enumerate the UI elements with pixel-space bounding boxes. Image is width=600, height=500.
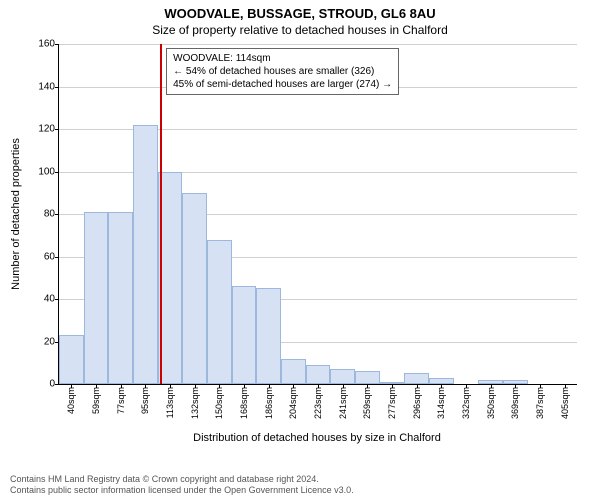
footer-attribution: Contains HM Land Registry data © Crown c… <box>10 474 354 496</box>
x-tick-label: 241sqm <box>338 387 348 419</box>
histogram-bar <box>256 288 281 384</box>
x-tick-label: 223sqm <box>313 387 323 419</box>
chart-title-sub: Size of property relative to detached ho… <box>0 21 600 37</box>
histogram-bar <box>281 359 306 385</box>
footer-line-2: Contains public sector information licen… <box>10 485 354 496</box>
x-tick-label: 204sqm <box>288 387 298 419</box>
histogram-bar <box>84 212 109 384</box>
y-tick-label: 40 <box>44 294 55 305</box>
y-tick-label: 20 <box>44 336 55 347</box>
x-tick-label: 113sqm <box>165 387 175 418</box>
plot-area: 02040608010012014016040sqm59sqm77sqm95sq… <box>58 44 577 385</box>
histogram-bar <box>108 212 133 384</box>
x-axis-label: Distribution of detached houses by size … <box>58 432 576 444</box>
y-axis-label: Number of detached properties <box>10 44 22 384</box>
x-tick-label: 40sqm <box>66 387 76 414</box>
x-tick-label: 369sqm <box>510 387 520 419</box>
x-tick-label: 77sqm <box>116 387 126 414</box>
x-tick-label: 296sqm <box>412 387 422 419</box>
histogram-bar <box>133 125 158 384</box>
x-tick-label: 405sqm <box>560 387 570 419</box>
histogram-bar <box>59 335 84 384</box>
histogram-bar <box>404 373 429 384</box>
y-tick-label: 60 <box>44 251 55 262</box>
y-tick-label: 160 <box>38 39 55 50</box>
y-tick-label: 140 <box>38 81 55 92</box>
x-tick-label: 95sqm <box>140 387 150 414</box>
annotation-line-3: 45% of semi-detached houses are larger (… <box>173 78 392 91</box>
x-tick-label: 259sqm <box>362 387 372 419</box>
annotation-line-2: ← 54% of detached houses are smaller (32… <box>173 65 392 78</box>
x-tick-label: 332sqm <box>461 387 471 419</box>
x-tick-label: 387sqm <box>535 387 545 419</box>
y-tick-label: 100 <box>38 166 55 177</box>
gridline <box>59 44 577 45</box>
histogram-bar <box>330 369 355 384</box>
histogram-bar <box>207 240 232 385</box>
y-tick-label: 80 <box>44 209 55 220</box>
histogram-bar <box>182 193 207 384</box>
histogram-bar <box>355 371 380 384</box>
x-tick-label: 314sqm <box>436 387 446 419</box>
y-tick-label: 120 <box>38 124 55 135</box>
reference-line <box>160 44 162 384</box>
histogram-bar <box>232 286 257 384</box>
x-tick-label: 350sqm <box>486 387 496 419</box>
x-tick-label: 150sqm <box>214 387 224 419</box>
annotation-line-1: WOODVALE: 114sqm <box>173 52 392 65</box>
chart-title-main: WOODVALE, BUSSAGE, STROUD, GL6 8AU <box>0 0 600 21</box>
histogram-bar <box>306 365 331 384</box>
x-tick-label: 168sqm <box>239 387 249 419</box>
y-tick-label: 0 <box>49 379 55 390</box>
chart-container: WOODVALE, BUSSAGE, STROUD, GL6 8AU Size … <box>0 0 600 500</box>
x-tick-label: 59sqm <box>91 387 101 414</box>
annotation-box: WOODVALE: 114sqm← 54% of detached houses… <box>166 48 399 95</box>
x-tick-label: 277sqm <box>387 387 397 419</box>
footer-line-1: Contains HM Land Registry data © Crown c… <box>10 474 354 485</box>
x-tick-label: 132sqm <box>190 387 200 419</box>
x-tick-label: 186sqm <box>264 387 274 419</box>
